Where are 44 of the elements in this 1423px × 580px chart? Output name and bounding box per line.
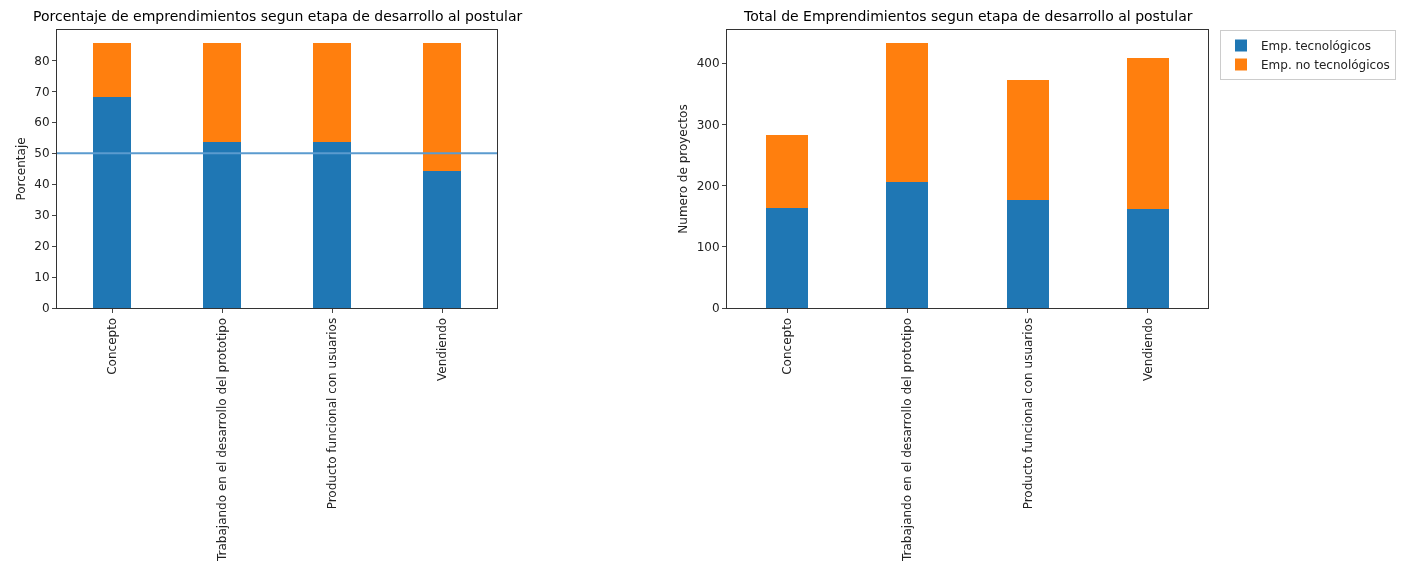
y-tick-label: 70: [34, 84, 50, 99]
bar: [93, 97, 131, 308]
y-tick-label: 0: [711, 301, 720, 316]
bar: [203, 142, 241, 308]
y-tick-label: 30: [34, 208, 50, 223]
x-tick-label: Producto funcional con usuarios: [324, 317, 339, 510]
y-tick-label: 300: [696, 117, 720, 132]
x-tick-label: Vendiendo: [434, 317, 449, 381]
y-tick-label: 80: [34, 53, 50, 68]
bar: [203, 43, 241, 142]
bar: [93, 43, 131, 97]
y-axis-title: Numero de proyectos: [675, 104, 690, 234]
bar: [423, 43, 461, 171]
x-tick-label: Producto funcional con usuarios: [1020, 317, 1035, 510]
y-tick-label: 100: [696, 239, 720, 254]
y-tick-label: 200: [696, 178, 720, 193]
chart-title: Total de Emprendimientos segun etapa de desarrollo al postular: [743, 8, 1193, 24]
bar: [1127, 58, 1169, 209]
x-tick-label: Concepto: [104, 317, 119, 375]
x-tick-label: Trabajando en el desarrollo del prototipo: [214, 317, 229, 563]
x-tick-label: Vendiendo: [1140, 317, 1155, 381]
y-tick-label: 0: [41, 301, 50, 316]
bar: [313, 142, 351, 308]
bar: [1127, 209, 1169, 308]
y-axis-title: Porcentaje: [13, 137, 28, 201]
y-tick-label: 20: [34, 239, 50, 254]
legend-label: Emp. no tecnológicos: [1261, 58, 1390, 73]
bar: [313, 43, 351, 142]
bar: [766, 135, 808, 208]
y-tick-label: 400: [696, 56, 720, 71]
x-tick-label: Trabajando en el desarrollo del prototipo: [900, 317, 915, 563]
y-tick-label: 50: [34, 146, 50, 161]
bar: [886, 182, 928, 308]
y-tick-label: 10: [34, 270, 50, 285]
x-tick-label: Concepto: [780, 317, 795, 375]
chart-title: Porcentaje de emprendimientos segun etapa de desarrollo al postular: [33, 8, 523, 24]
bar: [766, 208, 808, 308]
legend-label: Emp. tecnológicos: [1261, 39, 1371, 54]
bar: [1007, 200, 1049, 308]
bar: [886, 43, 928, 182]
bar: [1007, 80, 1049, 200]
y-tick-label: 40: [34, 177, 50, 192]
bar: [423, 171, 461, 308]
y-tick-label: 60: [34, 115, 50, 130]
